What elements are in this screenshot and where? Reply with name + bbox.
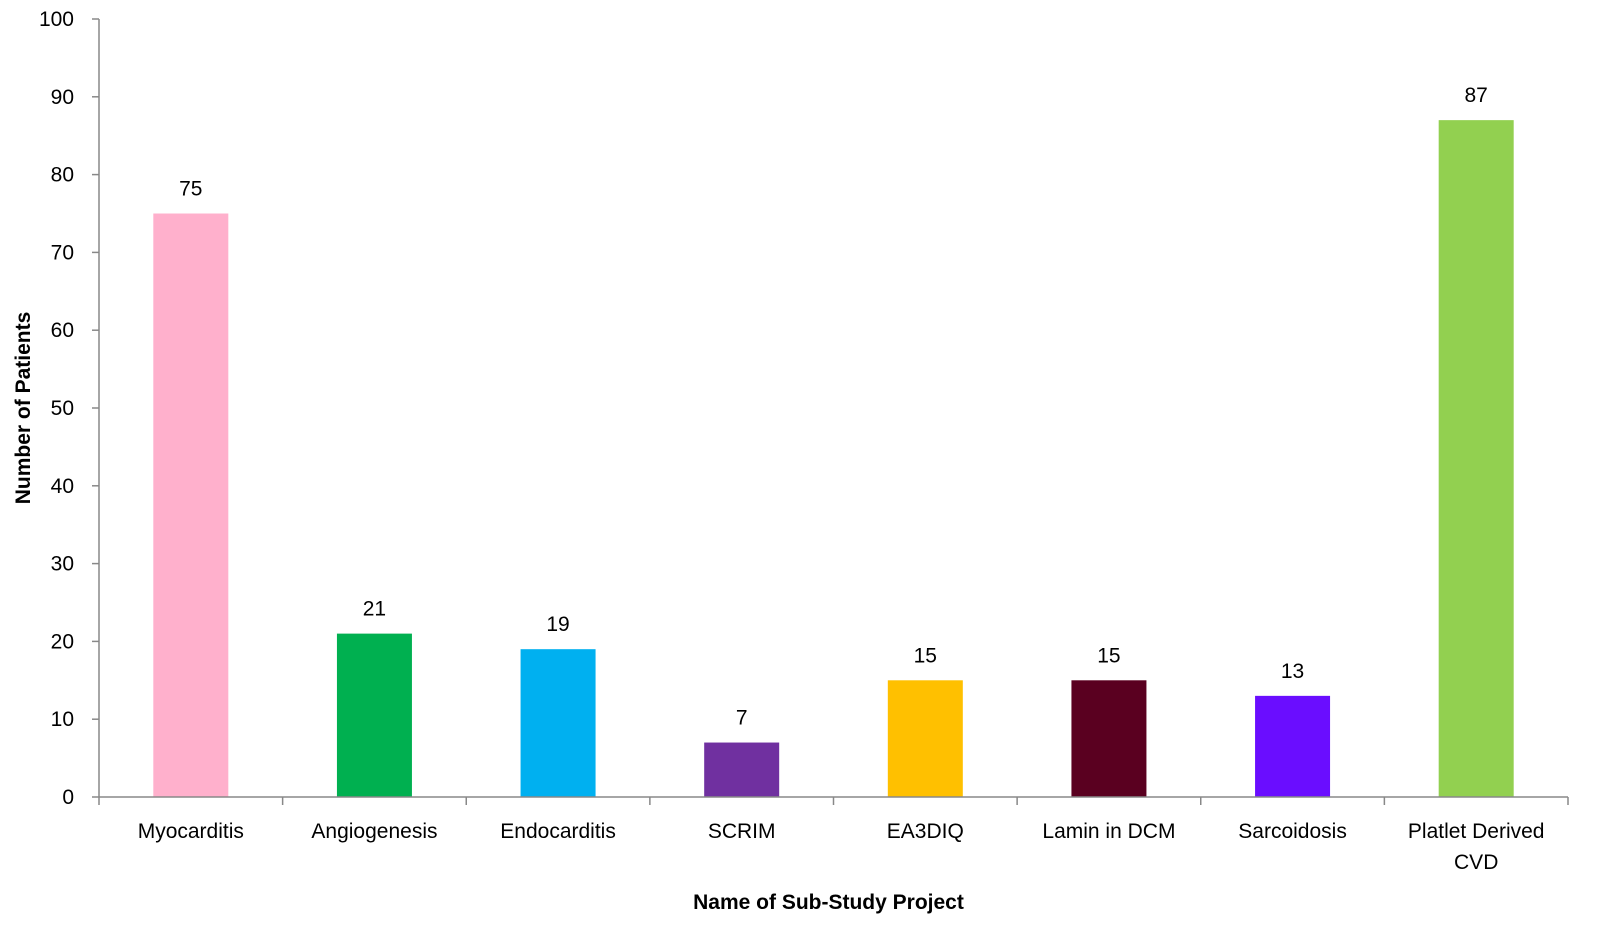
y-tick-label: 10 <box>51 708 74 731</box>
data-label: 75 <box>179 178 202 201</box>
bar <box>153 213 229 797</box>
data-label: 13 <box>1281 660 1304 683</box>
y-tick-label: 70 <box>51 241 74 264</box>
y-axis-ticks: 0 10 20 30 40 50 60 70 80 90 100 <box>39 8 99 809</box>
x-category-label: Myocarditis <box>138 820 244 843</box>
x-category-label: Sarcoidosis <box>1238 820 1347 843</box>
y-tick-label: 60 <box>51 319 74 342</box>
bars <box>153 120 1514 797</box>
y-tick-label: 40 <box>51 475 74 498</box>
data-label: 21 <box>363 598 386 621</box>
x-axis-ticks: Myocarditis Angiogenesis Endocarditis SCRIM… <box>98 797 1569 874</box>
y-tick-label: 20 <box>51 630 74 653</box>
data-label: 87 <box>1465 84 1488 107</box>
y-tick-label: 50 <box>51 397 74 420</box>
bar <box>1071 680 1147 797</box>
x-axis-title: Name of Sub-Study Project <box>693 891 964 914</box>
y-tick-label: 30 <box>51 553 74 576</box>
x-category-label: CVD <box>1454 851 1498 874</box>
bar <box>520 649 596 797</box>
x-category-label: SCRIM <box>708 820 776 843</box>
bar <box>887 680 963 797</box>
x-category-label: Lamin in DCM <box>1042 820 1175 843</box>
bar <box>336 633 412 797</box>
bar <box>1255 695 1331 797</box>
x-category-label: Endocarditis <box>500 820 616 843</box>
y-axis-title: Number of Patients <box>12 312 35 505</box>
x-category-label: Platlet Derived <box>1408 820 1545 843</box>
data-label: 15 <box>1097 644 1120 667</box>
x-category-label: EA3DIQ <box>887 820 964 843</box>
bar <box>1438 120 1514 797</box>
data-labels: 75 21 19 7 15 15 13 87 <box>179 84 1488 729</box>
y-tick-label: 80 <box>51 164 74 187</box>
data-label: 7 <box>736 707 748 730</box>
bar <box>704 742 780 797</box>
x-category-label: Angiogenesis <box>311 820 437 843</box>
data-label: 15 <box>914 644 937 667</box>
y-tick-label: 100 <box>39 8 74 31</box>
data-label: 19 <box>546 613 569 636</box>
y-tick-label: 90 <box>51 86 74 109</box>
y-tick-label: 0 <box>62 786 74 809</box>
